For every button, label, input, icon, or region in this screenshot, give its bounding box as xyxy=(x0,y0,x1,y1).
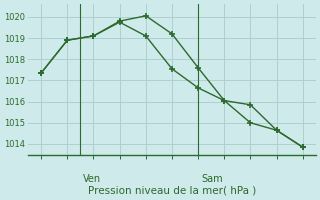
Text: Ven: Ven xyxy=(83,174,101,184)
Text: Sam: Sam xyxy=(201,174,222,184)
X-axis label: Pression niveau de la mer( hPa ): Pression niveau de la mer( hPa ) xyxy=(88,186,256,196)
